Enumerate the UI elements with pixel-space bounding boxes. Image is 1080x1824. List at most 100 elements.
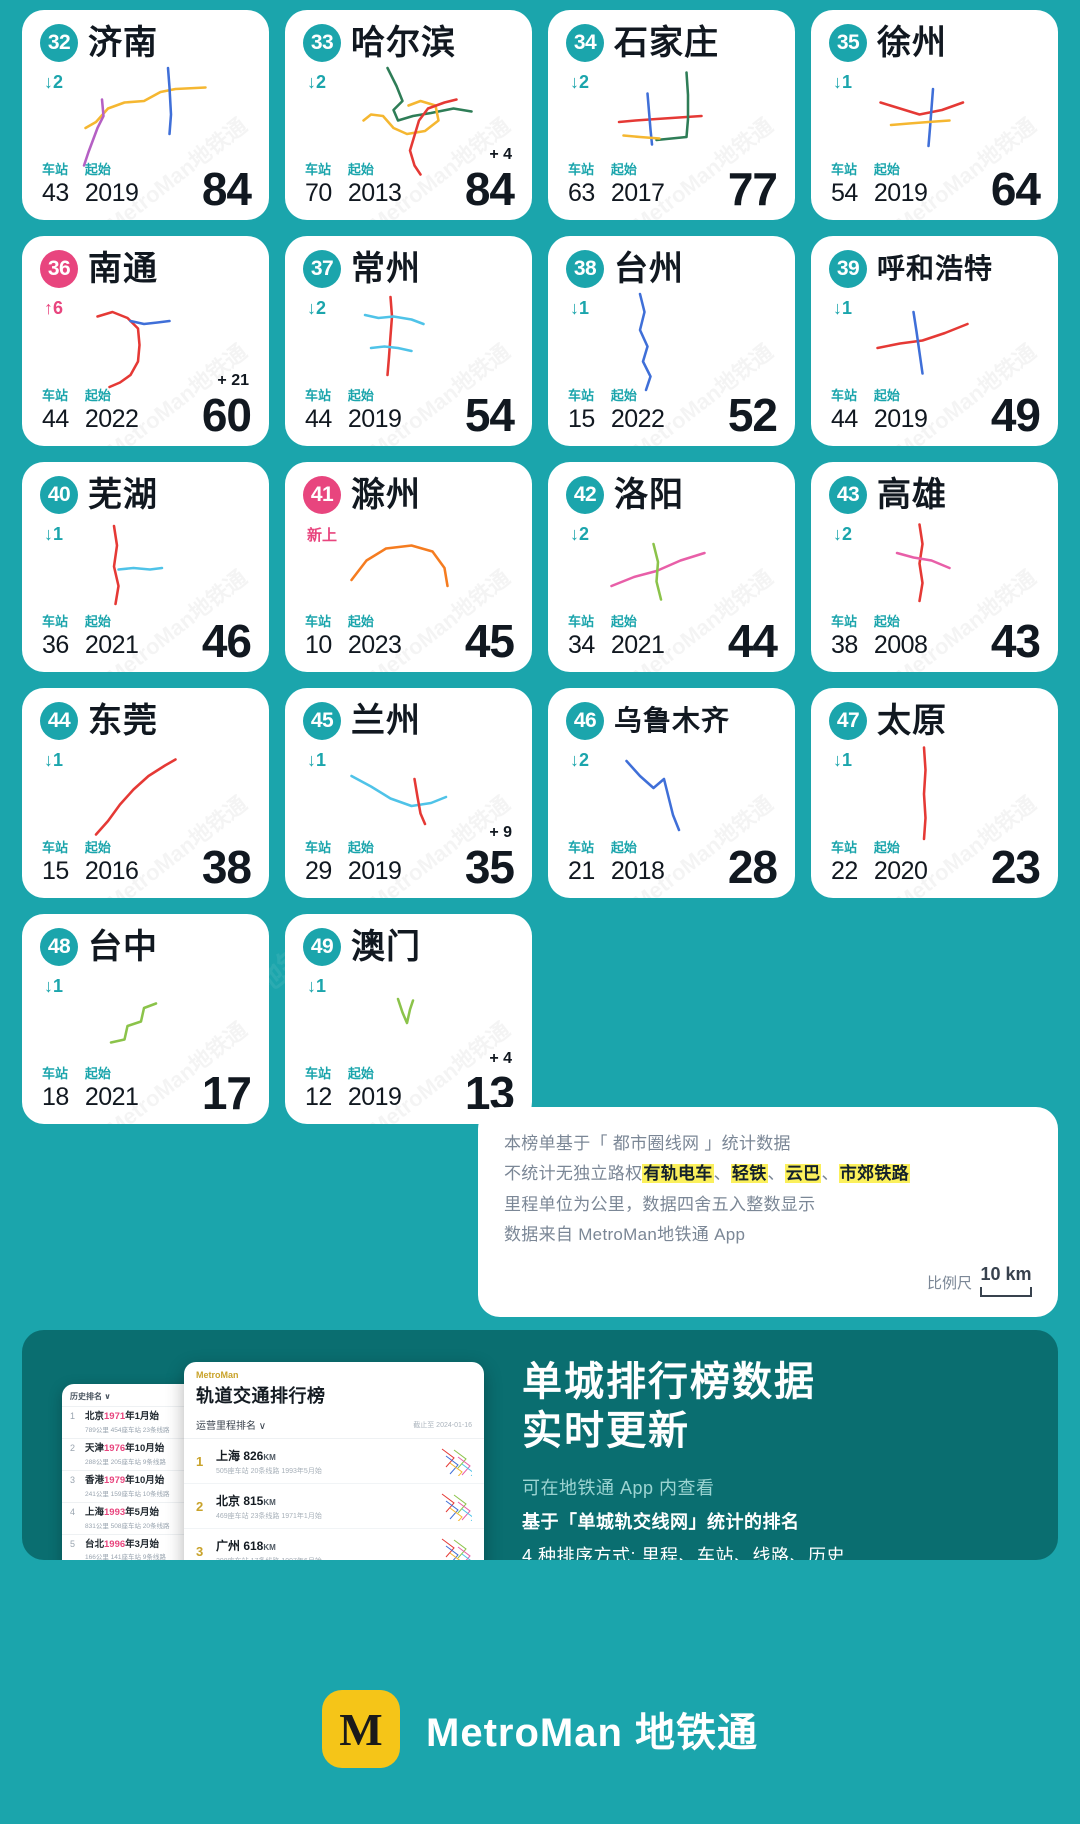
history-city: 香港1979年10月始 [85, 1474, 165, 1486]
metro-line-0 [617, 114, 703, 124]
mini-line [453, 1449, 467, 1469]
city-card[interactable]: MetroMan地铁通 39 呼和浩特 ↓1 车站 44 起始 2019 49 [811, 236, 1058, 446]
stat-stations-label: 车站 [831, 387, 858, 403]
mileage-delta: + 4 [489, 1050, 512, 1067]
promo-headline-1: 单城排行榜数据 [522, 1360, 816, 1404]
history-list-item[interactable]: 2 天津1976年10月始 288公里 205座车站 9条线路 [62, 1437, 244, 1470]
history-list-item[interactable]: 1 北京1971年1月始 789公里 454座车站 23条线路 [62, 1406, 244, 1438]
city-card[interactable]: MetroMan地铁通 47 太原 ↓1 车站 22 起始 2020 23 [811, 688, 1058, 898]
ranking-info: 上海 826KM 505座车站 20条线路 1993年5月始 [216, 1447, 430, 1476]
rank-badge: 39 [829, 250, 867, 288]
rank-badge: 44 [40, 702, 78, 740]
stat-since: 起始 2020 [874, 840, 928, 884]
history-rank: 5 [70, 1538, 76, 1549]
metro-line-0 [94, 758, 177, 836]
city-card[interactable]: MetroMan地铁通 34 石家庄 ↓2 车站 63 起始 2017 77 [548, 10, 795, 220]
highlight-suburban: 市郊铁路 [838, 1164, 910, 1184]
city-card[interactable]: MetroMan地铁通 37 常州 ↓2 车站 44 起始 2019 54 [285, 236, 532, 446]
metro-line-1 [166, 66, 173, 136]
card-stats: 车站 34 起始 2021 [568, 614, 665, 658]
mini-line [453, 1494, 467, 1514]
app-screen-ranking: MetroMan 轨道交通排行榜 运营里程排名 ∨ 截止至 2024-01-16… [184, 1362, 484, 1560]
card-header: 32 济南 [40, 24, 158, 62]
history-list-item[interactable]: 4 上海1993年5月始 831公里 508座车站 20条线路 [62, 1501, 244, 1534]
sep-3: 、 [821, 1164, 839, 1184]
stat-since-label: 起始 [84, 613, 111, 629]
stat-since: 起始 2019 [348, 840, 402, 884]
stat-since-value: 2019 [873, 179, 928, 207]
city-card[interactable]: MetroMan地铁通 42 洛阳 ↓2 车站 34 起始 2021 44 [548, 462, 795, 672]
stat-since-label: 起始 [610, 161, 637, 177]
city-name: 洛阳 [614, 476, 684, 514]
stat-stations-value: 15 [42, 857, 69, 885]
city-card[interactable]: MetroMan地铁通 44 东莞 ↓1 车站 15 起始 2016 38 [22, 688, 269, 898]
metro-network-sketch [548, 282, 795, 402]
stat-since-value: 2013 [347, 179, 402, 207]
stat-stations: 车站 43 [42, 162, 69, 206]
stat-stations-label: 车站 [42, 1065, 69, 1081]
ranking-list-item[interactable]: 3 广州 618KM 298座车站 17条线路 1997年6月始 [184, 1529, 484, 1560]
history-sub: 831公里 508座车站 20条线路 [85, 1522, 170, 1530]
city-card[interactable]: MetroMan地铁通 35 徐州 ↓1 车站 54 起始 2019 64 [811, 10, 1058, 220]
city-name: 高雄 [877, 476, 947, 514]
card-stats: 车站 15 起始 2022 [568, 388, 665, 432]
ranking-list-item[interactable]: 1 上海 826KM 505座车站 20条线路 1993年5月始 [184, 1439, 484, 1484]
stat-stations-label: 车站 [42, 387, 69, 403]
rank-change-indicator: ↑6 [44, 298, 64, 318]
stat-stations-label: 车站 [305, 1065, 332, 1081]
stat-since-label: 起始 [347, 161, 374, 177]
footer-branding: M MetroMan 地铁通 [0, 1690, 1080, 1768]
history-list-item[interactable]: 5 台北1996年3月始 166公里 141座车站 9条线路 [62, 1533, 244, 1560]
city-card[interactable]: MetroMan地铁通 33 哈尔滨 ↓2 车站 70 起始 2013 + 4 … [285, 10, 532, 220]
stat-since-label: 起始 [347, 1065, 374, 1081]
rank-badge: 46 [566, 702, 604, 740]
city-card[interactable]: MetroMan地铁通 49 澳门 ↓1 车站 12 起始 2019 + 4 1… [285, 914, 532, 1124]
city-card[interactable]: MetroMan地铁通 40 芜湖 ↓1 车站 36 起始 2021 46 [22, 462, 269, 672]
city-card[interactable]: MetroMan地铁通 38 台州 ↓1 车站 15 起始 2022 52 [548, 236, 795, 446]
mileage-value: 54 [464, 389, 515, 441]
stat-stations-value: 12 [305, 1083, 332, 1111]
metro-line-1 [129, 319, 171, 326]
stat-stations: 车站 10 [305, 614, 332, 658]
history-list-item[interactable]: 3 香港1979年10月始 241公里 159座车站 10条线路 [62, 1469, 244, 1502]
card-stats: 车站 44 起始 2019 [305, 388, 402, 432]
ranking-rank: 3 [196, 1543, 204, 1559]
history-rank: 1 [70, 1411, 76, 1421]
city-card[interactable]: MetroMan地铁通 45 兰州 ↓1 车站 29 起始 2019 + 9 3… [285, 688, 532, 898]
card-header: 39 呼和浩特 [829, 250, 993, 288]
stat-stations-label: 车站 [831, 839, 858, 855]
stat-since: 起始 2008 [874, 614, 928, 658]
metro-line-1 [927, 87, 935, 148]
footer-app-name: MetroMan 地铁通 [426, 1711, 758, 1755]
sep-2: 、 [767, 1164, 785, 1184]
stat-stations-value: 70 [305, 179, 332, 207]
city-card[interactable]: MetroMan地铁通 48 台中 ↓1 车站 18 起始 2021 17 [22, 914, 269, 1124]
city-card[interactable]: MetroMan地铁通 36 南通 ↑6 车站 44 起始 2022 + 21 … [22, 236, 269, 446]
rank-change-indicator: ↓1 [44, 750, 64, 770]
city-name: 南通 [88, 250, 158, 288]
rank-badge: 48 [40, 928, 78, 966]
history-sort-header[interactable]: 历史排名 ∨ [70, 1392, 111, 1401]
stat-since-value: 2019 [347, 857, 402, 885]
app-sort-selector[interactable]: 运营里程排名 ∨ [196, 1421, 267, 1432]
history-city: 台北1996年3月始 [85, 1538, 159, 1550]
stat-stations-label: 车站 [831, 161, 858, 177]
stat-since: 起始 2017 [611, 162, 665, 206]
rank-change-indicator: ↓1 [570, 298, 590, 318]
stat-stations: 车站 44 [42, 388, 69, 432]
ranking-sub: 469座车站 23条线路 1971年1月始 [216, 1512, 322, 1520]
city-card[interactable]: MetroMan地铁通 43 高雄 ↓2 车站 38 起始 2008 43 [811, 462, 1058, 672]
city-name: 乌鲁木齐 [614, 705, 731, 736]
stat-stations: 车站 22 [831, 840, 858, 884]
card-stats: 车站 29 起始 2019 [305, 840, 402, 884]
stat-stations-value: 44 [42, 405, 69, 433]
scale-label: 比例尺 [926, 1275, 972, 1292]
city-name: 澳门 [351, 928, 421, 966]
city-card[interactable]: MetroMan地铁通 32 济南 ↓2 车站 43 起始 2019 84 [22, 10, 269, 220]
ranking-list-item[interactable]: 2 北京 815KM 469座车站 23条线路 1971年1月始 [184, 1484, 484, 1529]
city-card[interactable]: MetroMan地铁通 41 滁州 新上 车站 10 起始 2023 45 [285, 462, 532, 672]
city-card[interactable]: MetroMan地铁通 46 乌鲁木齐 ↓2 车站 21 起始 2018 28 [548, 688, 795, 898]
rank-change-indicator: ↓2 [833, 524, 853, 544]
metro-line-0 [396, 997, 415, 1025]
history-sub: 241公里 159座车站 10条线路 [85, 1490, 170, 1498]
